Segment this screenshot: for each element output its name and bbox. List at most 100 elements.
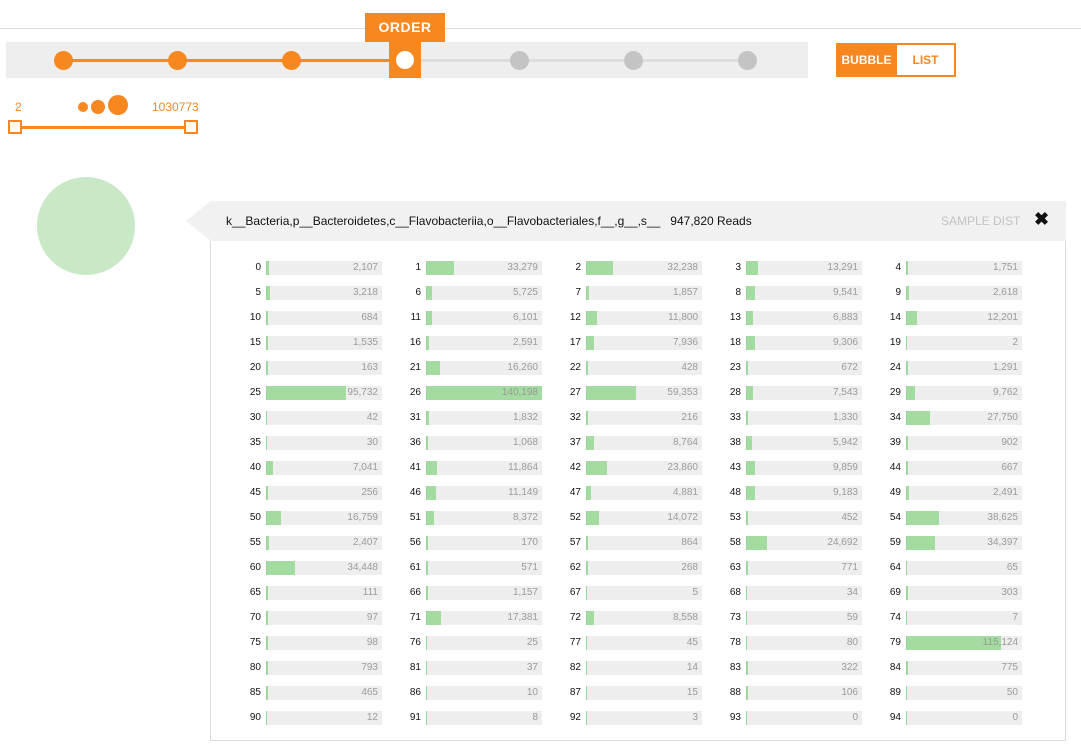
sample-reads: 8,558 — [672, 612, 698, 623]
sample-cell: 4 1,751 — [871, 260, 1022, 276]
sample-reads: 45 — [686, 637, 698, 648]
sample-bar — [427, 486, 437, 500]
sample-id: 57 — [569, 537, 581, 548]
sample-bar — [587, 261, 614, 275]
sample-bar-track: 1,157 — [426, 586, 542, 600]
sample-bar-track: 38,625 — [906, 511, 1022, 525]
sample-reads: 9,859 — [832, 462, 858, 473]
sample-id: 34 — [889, 412, 901, 423]
sample-dist-tab[interactable]: SAMPLE DIST — [941, 214, 1021, 228]
sample-reads: 2,618 — [992, 287, 1018, 298]
sample-reads: 775 — [1001, 662, 1018, 673]
sample-id: 88 — [729, 687, 741, 698]
sample-id: 6 — [415, 287, 421, 298]
sample-cell: 90 12 — [231, 710, 382, 726]
sample-bar-track: 0 — [746, 711, 862, 725]
sample-id: 40 — [249, 462, 261, 473]
sample-reads: 1,857 — [672, 287, 698, 298]
sample-reads: 672 — [841, 362, 858, 373]
sample-id: 79 — [889, 637, 901, 648]
level-stop[interactable] — [53, 51, 73, 70]
sample-id: 81 — [409, 662, 421, 673]
taxon-name: k__Bacteria,p__Bacteroidetes,c__Flavobac… — [226, 214, 661, 228]
sample-reads: 5,725 — [512, 287, 538, 298]
range-max-handle[interactable] — [184, 120, 198, 134]
sample-bar-track: 2,618 — [906, 286, 1022, 300]
sample-bar-track: 115,124 — [906, 636, 1022, 650]
sample-id: 38 — [729, 437, 741, 448]
sample-reads: 268 — [681, 562, 698, 573]
bubble-view-button[interactable]: BUBBLE — [836, 43, 897, 77]
sample-id: 25 — [249, 387, 261, 398]
sample-cell: 91 8 — [391, 710, 542, 726]
sample-id: 41 — [409, 462, 421, 473]
sample-cell: 50 16,759 — [231, 510, 382, 526]
sample-cell: 10 684 — [231, 310, 382, 326]
sample-bar-track: 10 — [426, 686, 542, 700]
level-stop[interactable] — [167, 51, 187, 70]
sample-cell: 21 16,260 — [391, 360, 542, 376]
sample-cell: 9 2,618 — [871, 285, 1022, 301]
sample-cell: 37 8,764 — [551, 435, 702, 451]
sample-bar-track: 1,857 — [586, 286, 702, 300]
sample-bar — [267, 261, 269, 275]
taxonomy-level-slider[interactable] — [6, 42, 808, 78]
sample-cell: 15 1,535 — [231, 335, 382, 351]
sample-cell: 46 11,149 — [391, 485, 542, 501]
sample-id: 48 — [729, 487, 741, 498]
sample-bar — [587, 511, 599, 525]
sample-cell: 17 7,936 — [551, 335, 702, 351]
sample-id: 68 — [729, 587, 741, 598]
sample-id: 7 — [575, 287, 581, 298]
range-min-handle[interactable] — [8, 120, 22, 134]
sample-reads: 571 — [521, 562, 538, 573]
top-divider — [0, 28, 1081, 29]
sample-cell: 16 2,591 — [391, 335, 542, 351]
sample-reads: 30 — [366, 437, 378, 448]
list-view-button[interactable]: LIST — [897, 43, 956, 77]
sample-bar-track: 667 — [906, 461, 1022, 475]
sample-id: 53 — [729, 512, 741, 523]
sample-bar — [747, 461, 756, 475]
level-stop[interactable] — [737, 51, 757, 70]
level-track-empty — [404, 59, 746, 62]
sample-id: 39 — [889, 437, 901, 448]
sample-cell: 62 268 — [551, 560, 702, 576]
sample-cell: 31 1,832 — [391, 410, 542, 426]
level-stop[interactable] — [509, 51, 529, 70]
sample-bar — [747, 311, 753, 325]
sample-bar — [587, 486, 591, 500]
sample-reads: 6,101 — [512, 312, 538, 323]
sample-id: 65 — [249, 587, 261, 598]
sample-reads: 42 — [366, 412, 378, 423]
sample-id: 58 — [729, 537, 741, 548]
sample-id: 31 — [409, 412, 421, 423]
sample-cell: 49 2,491 — [871, 485, 1022, 501]
sample-bar — [427, 511, 434, 525]
level-current-handle[interactable] — [389, 42, 421, 78]
level-stop[interactable] — [623, 51, 643, 70]
close-icon[interactable]: ✖ — [1034, 209, 1050, 229]
sample-cell: 57 864 — [551, 535, 702, 551]
sample-reads: 2,491 — [992, 487, 1018, 498]
sample-bar-track: 97 — [266, 611, 382, 625]
sample-cell: 29 9,762 — [871, 385, 1022, 401]
sample-bar-track: 7,936 — [586, 336, 702, 350]
range-track[interactable] — [15, 126, 191, 129]
sample-bar-track: 24,692 — [746, 536, 862, 550]
sample-reads: 23,860 — [667, 462, 698, 473]
sample-cell: 53 452 — [711, 510, 862, 526]
sample-cell: 51 8,372 — [391, 510, 542, 526]
sample-bar-track: 1,535 — [266, 336, 382, 350]
taxon-bubble[interactable] — [37, 177, 135, 275]
sample-bar-track: 50 — [906, 686, 1022, 700]
sample-cell: 86 10 — [391, 685, 542, 701]
sample-cell: 54 38,625 — [871, 510, 1022, 526]
sample-cell: 71 17,381 — [391, 610, 542, 626]
sample-cell: 1 33,279 — [391, 260, 542, 276]
sample-bar-track: 5 — [586, 586, 702, 600]
level-stop[interactable] — [281, 51, 301, 70]
sample-reads: 7,936 — [672, 337, 698, 348]
sample-id: 8 — [735, 287, 741, 298]
sample-bar — [267, 561, 296, 575]
